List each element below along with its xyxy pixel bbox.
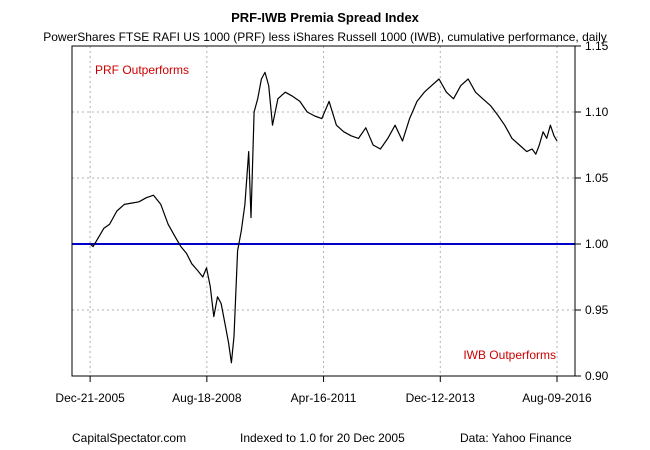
y-tick-label: 0.95 — [585, 303, 609, 317]
series-line-spread-index — [89, 71, 558, 364]
annotation-iwb-outperforms: IWB Outperforms — [463, 348, 556, 362]
y-tick-label: 1.00 — [585, 237, 609, 251]
x-tick-label: Aug-18-2008 — [172, 391, 242, 405]
footer-data-source: Data: Yahoo Finance — [460, 431, 572, 445]
x-tick-label: Dec-21-2005 — [55, 391, 125, 405]
footer-source-site: CapitalSpectator.com — [72, 431, 186, 445]
y-tick-label: 1.15 — [585, 39, 609, 53]
chart-title: PRF-IWB Premia Spread Index — [231, 10, 420, 25]
y-tick-label: 1.10 — [585, 105, 609, 119]
x-tick-label: Aug-09-2016 — [522, 391, 592, 405]
y-axis: 0.90 0.95 1.00 1.05 1.10 1.15 — [575, 39, 609, 383]
y-tick-label: 1.05 — [585, 171, 609, 185]
chart-subtitle: PowerShares FTSE RAFI US 1000 (PRF) less… — [43, 30, 607, 44]
grid-lines — [72, 45, 575, 377]
series-layer — [89, 71, 558, 364]
footer-index-note: Indexed to 1.0 for 20 Dec 2005 — [240, 431, 405, 445]
x-tick-label: Apr-16-2011 — [291, 391, 357, 405]
x-axis: Dec-21-2005 Aug-18-2008 Apr-16-2011 Dec-12-… — [55, 376, 592, 405]
annotation-prf-outperforms: PRF Outperforms — [95, 63, 189, 77]
y-tick-label: 0.90 — [585, 369, 609, 383]
x-tick-label: Dec-12-2013 — [406, 391, 476, 405]
